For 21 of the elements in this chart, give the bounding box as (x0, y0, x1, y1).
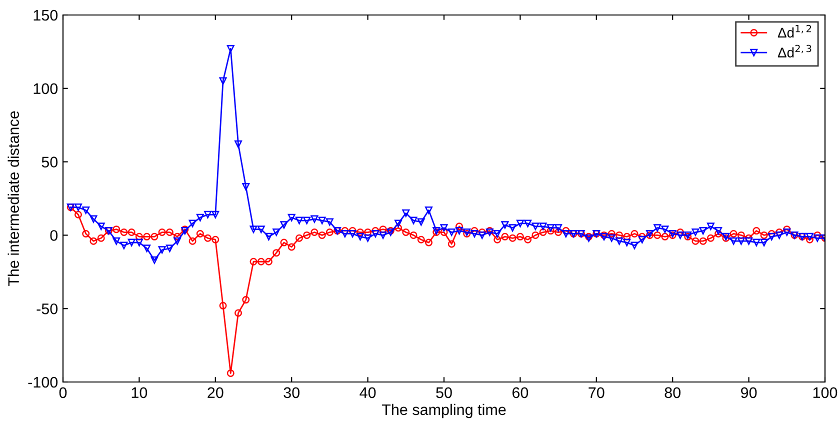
x-tick-label: 40 (360, 387, 376, 398)
x-tick-label: 100 (813, 387, 838, 398)
legend-label: Δd$^{2,3}$ (778, 44, 812, 58)
y-axis-title: The intermediate distance (8, 111, 19, 286)
legend-label: Δd$^{1,2}$ (778, 24, 812, 38)
y-tick-label: 100 (34, 83, 58, 94)
y-tick-label: -50 (36, 303, 58, 314)
y-tick-label: 0 (50, 230, 58, 241)
y-tick-label: -100 (28, 376, 58, 388)
y-tick-label: 150 (34, 10, 58, 21)
x-axis-title: The sampling time (382, 404, 506, 418)
x-tick-label: 50 (436, 387, 452, 398)
y-tick-label: 50 (42, 156, 58, 168)
x-tick-label: 60 (512, 387, 528, 398)
x-tick-label: 80 (664, 387, 680, 398)
x-tick-label: 70 (588, 387, 604, 398)
x-tick-label: 30 (284, 387, 300, 398)
x-tick-label: 10 (132, 387, 148, 398)
x-tick-label: 20 (208, 387, 224, 398)
x-tick-label: 90 (741, 387, 757, 398)
x-tick-label: 0 (59, 387, 67, 398)
